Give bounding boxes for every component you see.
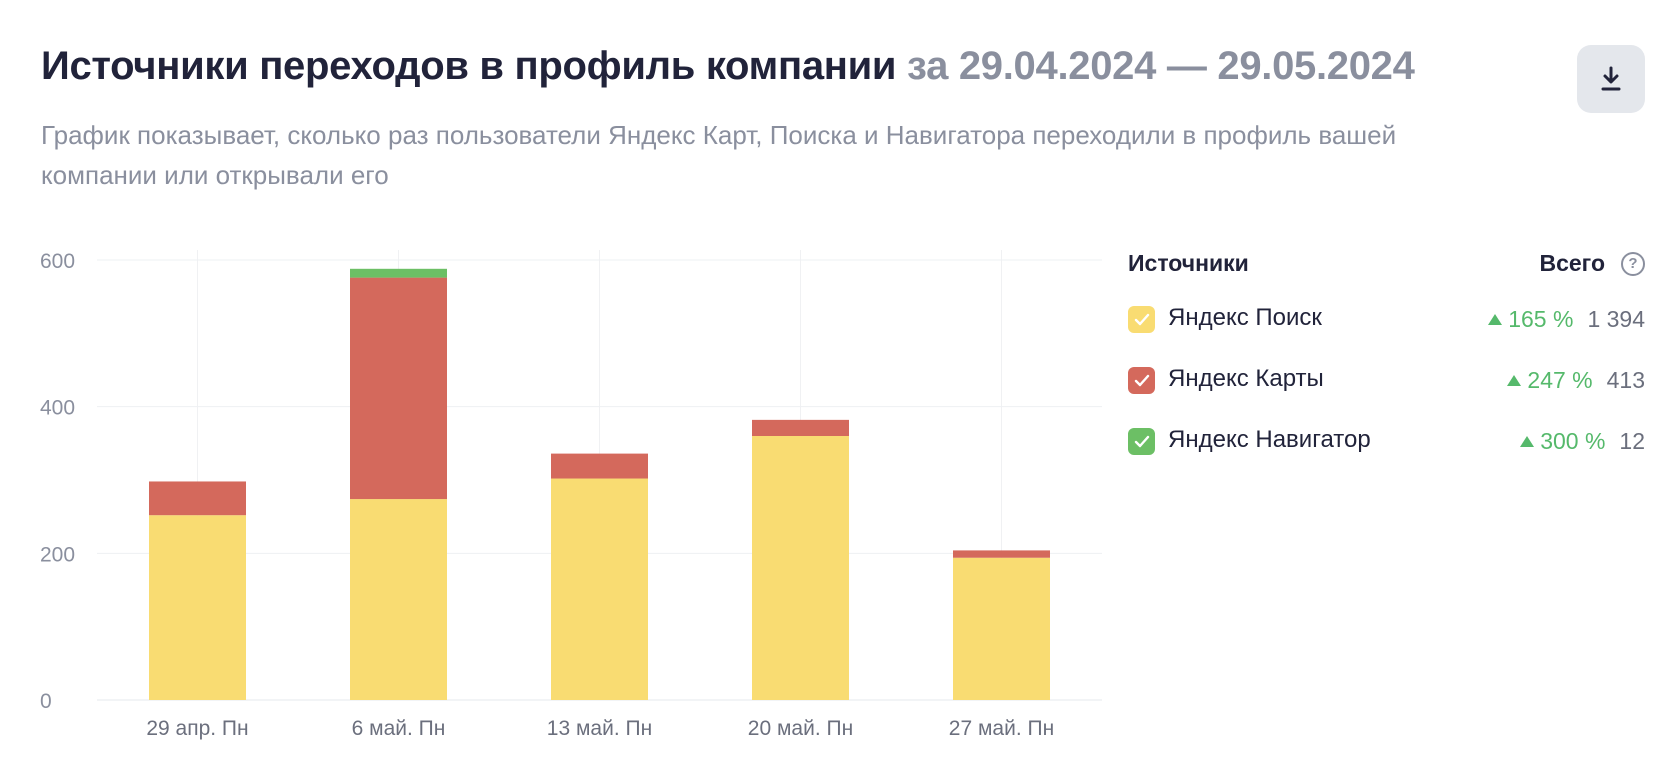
total-value: 413: [1606, 367, 1645, 393]
legend-item[interactable]: Яндекс Навигатор 300 % 12: [1128, 404, 1645, 465]
legend-header: Источники Всего ?: [1128, 248, 1645, 282]
legend-item-label: Яндекс Поиск: [1168, 304, 1322, 331]
y-tick-label: 600: [40, 250, 75, 273]
x-tick-label: 13 май. Пн: [547, 717, 652, 740]
check-icon: [1134, 374, 1149, 387]
legend-checkbox[interactable]: [1128, 428, 1155, 455]
x-tick-label: 6 май. Пн: [352, 717, 446, 740]
download-button[interactable]: [1577, 45, 1645, 113]
arrow-up-icon: [1520, 436, 1535, 447]
chart-svg: 0 200 400 600 29 апр. Пн 6 май. Пн 13 май. Пн 2…: [40, 250, 1102, 740]
growth-indicator: 300 %: [1520, 428, 1605, 455]
legend-item-stats: 300 % 12: [1520, 428, 1645, 455]
legend-item-label: Яндекс Навигатор: [1168, 426, 1371, 453]
bar-segment: [953, 557, 1050, 700]
y-tick-label: 400: [40, 397, 75, 420]
check-icon: [1134, 435, 1149, 448]
growth-value: 247 %: [1527, 367, 1593, 393]
legend-checkbox[interactable]: [1128, 367, 1155, 394]
bar-segment: [149, 481, 246, 516]
title-main: Источники переходов в профиль компании: [41, 44, 897, 88]
legend-item[interactable]: Яндекс Поиск 165 % 1 394: [1128, 282, 1645, 343]
x-tick-label: 20 май. Пн: [748, 717, 853, 740]
bar-segment: [350, 268, 447, 278]
bar-segment: [752, 419, 849, 436]
legend-item-label: Яндекс Карты: [1168, 365, 1324, 392]
x-tick-label: 29 апр. Пн: [146, 717, 248, 740]
y-tick-label: 0: [40, 690, 52, 713]
bar-segment: [752, 436, 849, 700]
page-title: Источники переходов в профиль компании з…: [41, 44, 1415, 89]
title-period: за 29.04.2024 — 29.05.2024: [907, 44, 1415, 88]
arrow-up-icon: [1488, 314, 1503, 325]
legend: Источники Всего ? Яндекс Поиск 165 % 1 394…: [1128, 248, 1645, 465]
bar-segment: [350, 499, 447, 700]
check-icon: [1134, 313, 1149, 326]
bar-segment: [350, 277, 447, 500]
bar-segment: [149, 515, 246, 700]
bar-segment: [551, 478, 648, 700]
help-icon[interactable]: ?: [1621, 252, 1645, 276]
legend-item-stats: 247 % 413: [1507, 367, 1645, 394]
bar-segment: [551, 453, 648, 479]
legend-item-stats: 165 % 1 394: [1488, 306, 1645, 333]
growth-indicator: 165 %: [1488, 306, 1573, 333]
legend-total-label: Всего: [1539, 250, 1605, 276]
x-tick-label: 27 май. Пн: [949, 717, 1054, 740]
bar-segment: [953, 550, 1050, 558]
growth-value: 300 %: [1540, 428, 1606, 454]
legend-item[interactable]: Яндекс Карты 247 % 413: [1128, 343, 1645, 404]
total-value: 1 394: [1587, 306, 1645, 332]
page-subtitle: График показывает, сколько раз пользоват…: [41, 120, 1397, 190]
y-tick-label: 200: [40, 543, 75, 566]
legend-title: Источники: [1128, 250, 1249, 276]
download-icon: [1601, 66, 1621, 91]
legend-checkbox[interactable]: [1128, 306, 1155, 333]
arrow-up-icon: [1507, 375, 1522, 386]
chart: 0 200 400 600 29 апр. Пн 6 май. Пн 13 май. Пн 2…: [0, 240, 1110, 760]
growth-value: 165 %: [1508, 306, 1574, 332]
growth-indicator: 247 %: [1507, 367, 1593, 394]
total-value: 12: [1619, 428, 1645, 454]
